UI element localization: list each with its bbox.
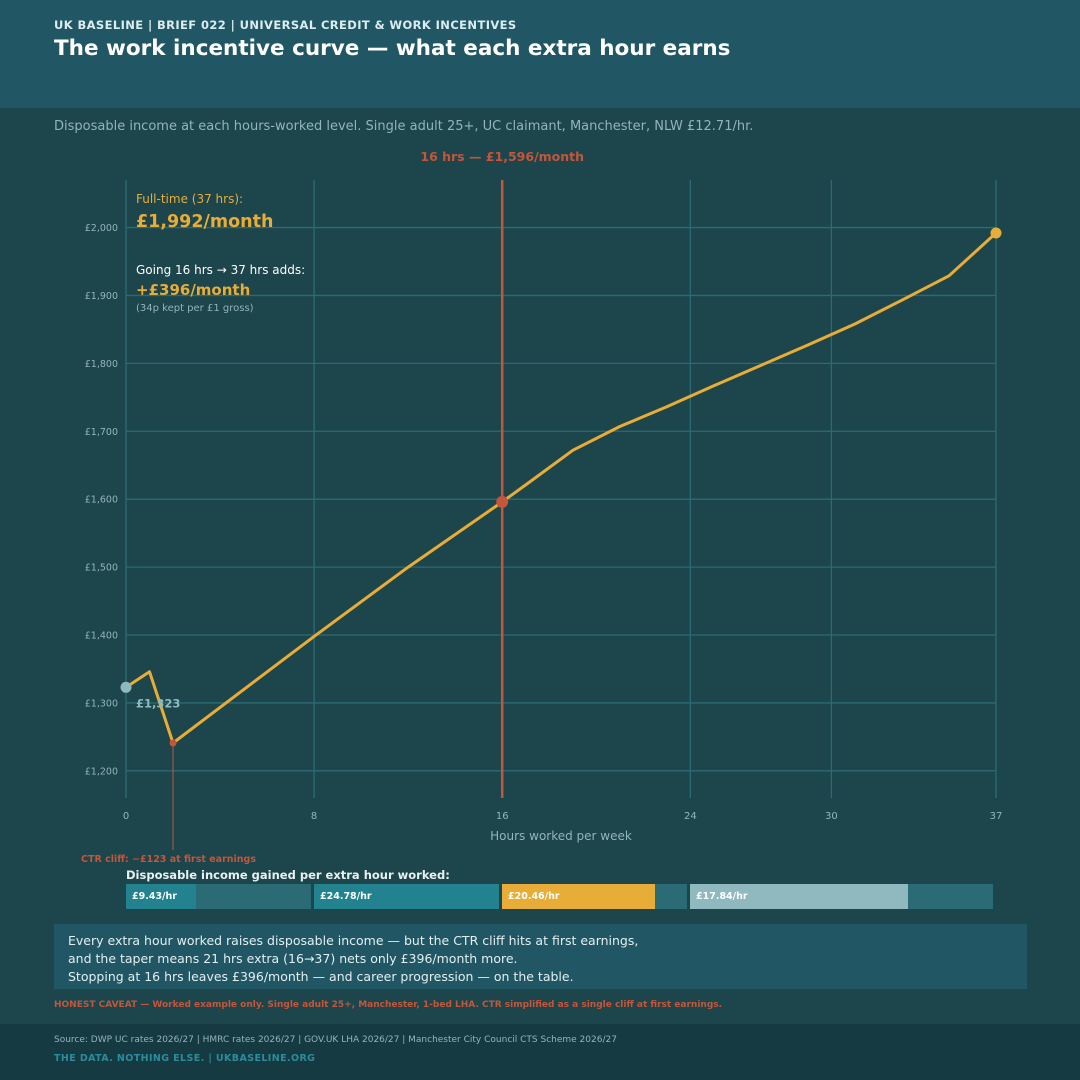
summary-line-3: Stopping at 16 hrs leaves £396/month — a… — [68, 969, 574, 984]
summary-line-1: Every extra hour worked raises disposabl… — [68, 933, 639, 948]
y-tick-label: £1,700 — [85, 427, 118, 438]
y-tick-label: £1,500 — [85, 563, 118, 574]
summary-line-2: and the taper means 21 hrs extra (16→37)… — [68, 951, 518, 966]
summary-box: Every extra hour worked raises disposabl… — [54, 924, 1027, 989]
adds-caption: Going 16 hrs → 37 hrs adds: — [136, 263, 305, 277]
y-tick-label: £2,000 — [85, 223, 118, 234]
hourly-gain-fill-3 — [502, 884, 655, 909]
y-tick-label: £1,300 — [85, 698, 118, 709]
disposable-income-line — [125, 231, 998, 745]
source-note: Source: DWP UC rates 2026/27 | HMRC rate… — [54, 1035, 617, 1045]
hourly-gain-band-3: £20.46/hr — [502, 884, 687, 909]
x-axis-label: Hours worked per week — [490, 829, 632, 843]
start-value-label: £1,323 — [136, 696, 180, 710]
footer-band: Source: DWP UC rates 2026/27 | HMRC rate… — [0, 1024, 1080, 1080]
sixteen-hours-label: 16 hrs — £1,596/month — [420, 149, 584, 164]
hourly-gain-label-4: £17.84/hr — [696, 891, 748, 902]
y-tick-label: £1,800 — [85, 359, 118, 370]
hourly-gain-label-3: £20.46/hr — [508, 891, 560, 902]
y-tick-label: £1,600 — [85, 495, 118, 506]
hourly-gain-band-4: £17.84/hr — [690, 884, 993, 909]
full-time-point — [990, 227, 1002, 239]
x-tick-label: 37 — [990, 811, 1003, 822]
x-tick-label: 16 — [496, 811, 509, 822]
x-tick-label: 30 — [825, 811, 838, 822]
ctr-cliff-label: CTR cliff: −£123 at first earnings — [81, 854, 256, 865]
full-time-value: £1,992/month — [136, 212, 273, 232]
work-incentive-chart: £1,200 £1,300 £1,400 £1,500 £1,600 £1,700 £1,8… — [81, 149, 1003, 865]
ctr-cliff-point — [169, 739, 177, 747]
y-tick-label: £1,900 — [85, 291, 118, 302]
hourly-gain-label-2: £24.78/hr — [320, 891, 372, 902]
page-title: The work incentive curve — what each ext… — [54, 36, 731, 61]
hourly-gain-band-2: £24.78/hr — [314, 884, 499, 909]
sixteen-hours-point — [496, 495, 509, 508]
start-point — [120, 681, 132, 693]
hourly-gain-label-1: £9.43/hr — [132, 891, 177, 902]
hourly-gain-band-1: £9.43/hr — [126, 884, 311, 909]
header-band: UK BASELINE | BRIEF 022 | UNIVERSAL CRED… — [0, 0, 1080, 108]
hourly-gain-title: Disposable income gained per extra hour … — [126, 868, 450, 882]
hourly-gain-fill-1 — [126, 884, 197, 909]
chart-subtitle: Disposable income at each hours-worked l… — [54, 119, 754, 134]
brief-kicker: UK BASELINE | BRIEF 022 | UNIVERSAL CRED… — [54, 18, 517, 32]
y-tick-label: £1,400 — [85, 631, 118, 642]
adds-value: +£396/month — [136, 281, 250, 299]
x-tick-label: 8 — [311, 811, 317, 822]
x-tick-label: 24 — [684, 811, 697, 822]
y-tick-label: £1,200 — [85, 766, 118, 777]
hourly-gain-fill-2 — [314, 884, 499, 909]
x-tick-label: 0 — [123, 811, 129, 822]
adds-note: (34p kept per £1 gross) — [136, 303, 254, 314]
hourly-gain-fill-4 — [690, 884, 909, 909]
full-time-caption: Full-time (37 hrs): — [136, 192, 243, 206]
brand-link[interactable]: THE DATA. NOTHING ELSE. | UKBASELINE.ORG — [54, 1053, 316, 1064]
honest-caveat: HONEST CAVEAT — Worked example only. Sin… — [54, 1000, 723, 1010]
